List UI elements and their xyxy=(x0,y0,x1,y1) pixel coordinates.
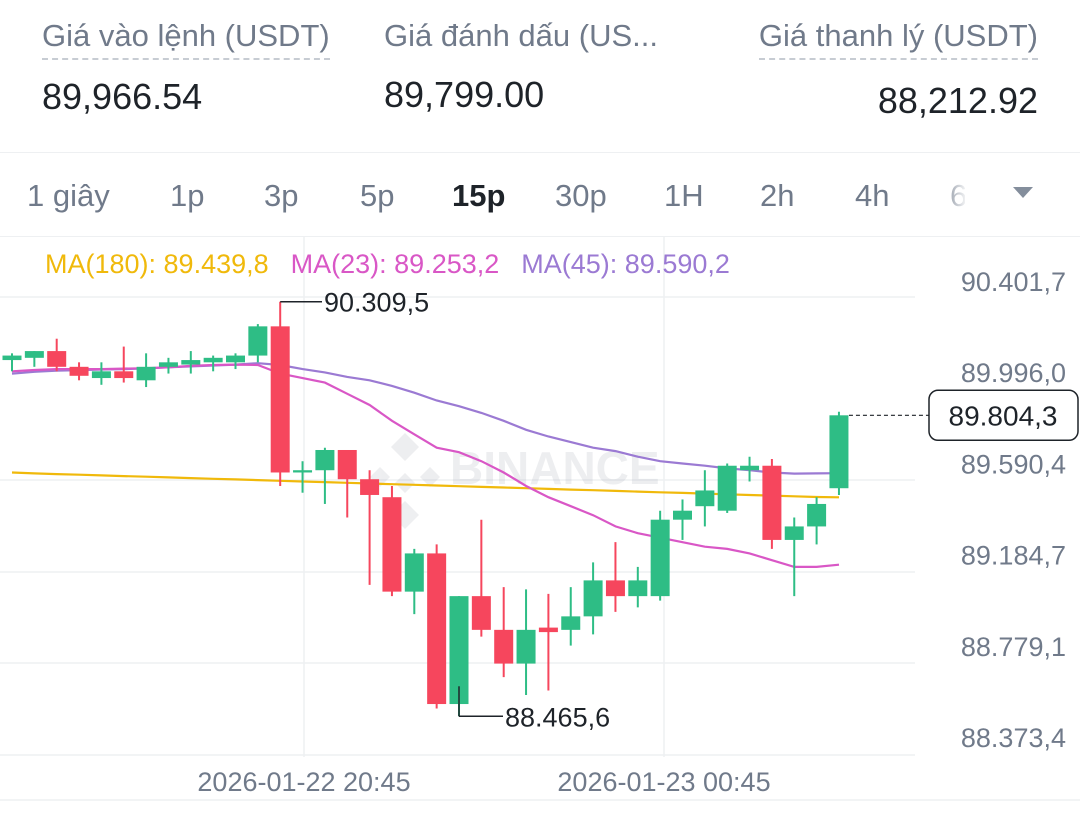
candle-up xyxy=(226,355,245,363)
interval-tabs: 1 giây 1p 3p 5p 15p 30p 1H 2h 4h 6 xyxy=(0,153,1080,237)
candle-up xyxy=(829,415,849,489)
candle-down xyxy=(47,351,67,367)
candle-down xyxy=(762,465,782,540)
ma-legend: MA(180): 89.439,8 MA(23): 89.253,2 MA(45):… xyxy=(45,249,752,280)
liquidation-price-block: Giá thanh lý (USDT) 88,212.92 xyxy=(758,18,1038,122)
tab-15m[interactable]: 15p xyxy=(452,178,506,213)
candle-up xyxy=(583,580,603,617)
candle-down xyxy=(382,497,402,592)
candle-up xyxy=(203,357,223,363)
y-tick-label: 90.401,7 xyxy=(961,267,1066,297)
y-tick-label: 89.996,0 xyxy=(961,358,1066,388)
candle-down xyxy=(270,326,290,473)
candle-up xyxy=(449,596,469,705)
candle-up xyxy=(650,519,670,597)
candle-down xyxy=(605,580,625,597)
candle-down xyxy=(494,629,514,664)
position-info-header: Giá vào lệnh (USDT) 89,966.54 Giá đánh d… xyxy=(0,0,1080,153)
tab-4h[interactable]: 4h xyxy=(855,178,890,213)
tab-1s[interactable]: 1 giây xyxy=(27,178,110,213)
mark-price-value: 89,799.00 xyxy=(384,74,545,115)
candle-up xyxy=(784,526,804,540)
low-price-label: 88.465,6 xyxy=(505,702,610,732)
y-tick-label: 88.373,4 xyxy=(961,723,1066,753)
tab-1m[interactable]: 1p xyxy=(170,178,205,213)
candle-up xyxy=(2,355,22,361)
binance-watermark: BINANCE xyxy=(370,433,660,529)
candlestick-chart-svg[interactable]: BINANCE 90.309,5 88.465,6 90.401,7 89.996,0 8… xyxy=(0,237,1080,817)
entry-price-block: Giá vào lệnh (USDT) 89,966.54 xyxy=(42,18,330,118)
candle-up xyxy=(136,366,156,381)
entry-price-value: 89,966.54 xyxy=(42,76,203,117)
candle-down xyxy=(427,553,447,705)
liquidation-price-value: 88,212.92 xyxy=(877,80,1038,121)
mark-price-block: Giá đánh dấu (US... 89,799.00 xyxy=(384,18,658,116)
entry-price-label[interactable]: Giá vào lệnh (USDT) xyxy=(42,18,330,60)
price-chart[interactable]: BINANCE 90.309,5 88.465,6 90.401,7 89.996,0 8… xyxy=(0,237,1080,817)
candle-up xyxy=(293,470,313,473)
candle-up xyxy=(315,449,335,471)
candle-up xyxy=(740,465,760,471)
candle-down xyxy=(114,371,134,379)
candle-down xyxy=(69,366,89,376)
x-tick-label: 2026-01-23 00:45 xyxy=(557,767,770,797)
ma180-legend: MA(180): 89.439,8 xyxy=(45,249,269,279)
y-tick-label: 88.779,1 xyxy=(961,632,1066,662)
candle-up xyxy=(717,465,737,511)
watermark-text: BINANCE xyxy=(450,442,660,494)
current-price-label: 89.804,3 xyxy=(949,400,1058,431)
mark-price-label[interactable]: Giá đánh dấu (US... xyxy=(384,18,658,53)
ma45-line xyxy=(11,362,840,475)
tab-3m[interactable]: 3p xyxy=(264,178,299,213)
candle-up xyxy=(24,351,44,358)
ma23-line xyxy=(11,363,840,568)
binance-logo-icon xyxy=(370,433,440,529)
candle-up xyxy=(695,490,715,507)
candle-up xyxy=(181,360,201,365)
interval-dropdown-button[interactable] xyxy=(965,153,1080,236)
y-tick-label: 89.184,7 xyxy=(961,541,1066,571)
candle-down xyxy=(360,479,380,495)
candle-up xyxy=(248,326,268,356)
tab-5m[interactable]: 5p xyxy=(360,178,395,213)
candle-down xyxy=(538,627,558,633)
ma45-legend: MA(45): 89.590,2 xyxy=(521,249,730,279)
candle-down xyxy=(471,596,491,630)
candle-down xyxy=(337,449,357,480)
current-price-box xyxy=(928,389,1079,442)
candle-up xyxy=(91,371,111,379)
candle-up xyxy=(673,510,692,520)
candle-up xyxy=(628,580,648,597)
high-price-label: 90.309,5 xyxy=(324,288,429,318)
candle-up xyxy=(404,553,424,592)
tab-2h[interactable]: 2h xyxy=(760,178,795,213)
liquidation-price-label[interactable]: Giá thanh lý (USDT) xyxy=(758,18,1038,60)
y-tick-label: 89.590,4 xyxy=(961,449,1066,479)
candle-up xyxy=(807,503,827,527)
tab-1h[interactable]: 1H xyxy=(664,178,704,213)
tab-30m[interactable]: 30p xyxy=(555,178,607,213)
candle-up xyxy=(516,629,536,664)
chevron-down-icon xyxy=(1013,187,1033,198)
x-tick-label: 2026-01-22 20:45 xyxy=(197,767,410,797)
ma23-legend: MA(23): 89.253,2 xyxy=(290,249,500,279)
candle-up xyxy=(561,616,581,630)
candle-up xyxy=(158,362,178,367)
